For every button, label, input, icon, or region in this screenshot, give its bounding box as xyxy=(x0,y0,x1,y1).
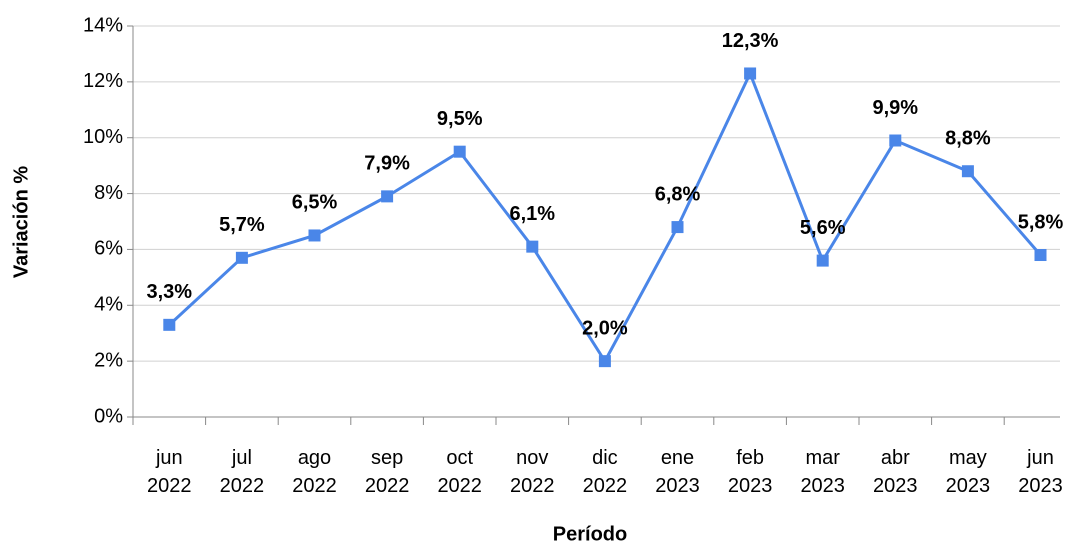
x-tick-label: nov 2022 xyxy=(510,447,555,497)
marker xyxy=(816,254,829,267)
marker xyxy=(671,221,684,234)
y-axis-label: Variación % xyxy=(10,166,32,278)
marker xyxy=(381,190,394,203)
y-tick-label: 10% xyxy=(83,126,123,148)
y-tick-label: 4% xyxy=(94,294,123,316)
marker xyxy=(1034,249,1047,262)
y-tick-label: 0% xyxy=(94,405,123,427)
marker xyxy=(163,318,176,331)
x-tick-label: feb 2023 xyxy=(728,447,773,497)
data-label: 2,0% xyxy=(582,317,628,339)
marker xyxy=(453,145,466,158)
marker xyxy=(308,229,321,242)
data-label: 5,8% xyxy=(1018,211,1064,233)
x-tick-label: abr 2023 xyxy=(873,447,918,497)
x-tick-label: jun 2022 xyxy=(147,447,192,497)
data-label: 12,3% xyxy=(722,30,779,52)
x-axis-label: Período xyxy=(553,523,627,545)
data-label: 8,8% xyxy=(945,128,991,150)
y-tick-label: 2% xyxy=(94,349,123,371)
data-label: 9,5% xyxy=(437,108,483,130)
x-tick-label: jun 2023 xyxy=(1018,447,1063,497)
y-tick-label: 12% xyxy=(83,70,123,92)
x-tick-label: dic 2022 xyxy=(583,447,628,497)
data-label: 6,1% xyxy=(510,203,556,225)
y-tick-label: 14% xyxy=(83,14,123,36)
marker xyxy=(889,134,902,147)
data-label: 9,9% xyxy=(873,97,919,119)
marker xyxy=(744,67,757,80)
x-tick-label: sep 2022 xyxy=(365,447,410,497)
marker xyxy=(526,240,539,253)
data-label: 5,7% xyxy=(219,214,265,236)
x-tick-label: mar 2023 xyxy=(800,447,845,497)
x-tick-label: may 2023 xyxy=(946,447,991,497)
data-label: 5,6% xyxy=(800,217,846,239)
y-tick-label: 8% xyxy=(94,182,123,204)
x-tick-label: jul 2022 xyxy=(220,447,265,497)
x-tick-label: ago 2022 xyxy=(292,447,337,497)
data-label: 6,5% xyxy=(292,192,338,214)
marker xyxy=(961,165,974,178)
data-label: 7,9% xyxy=(364,153,410,175)
x-tick-label: ene 2023 xyxy=(655,447,700,497)
marker xyxy=(235,251,248,264)
data-label: 3,3% xyxy=(147,281,193,303)
data-label: 6,8% xyxy=(655,183,701,205)
y-tick-label: 6% xyxy=(94,238,123,260)
x-tick-label: oct 2022 xyxy=(437,447,482,497)
marker xyxy=(598,355,611,368)
